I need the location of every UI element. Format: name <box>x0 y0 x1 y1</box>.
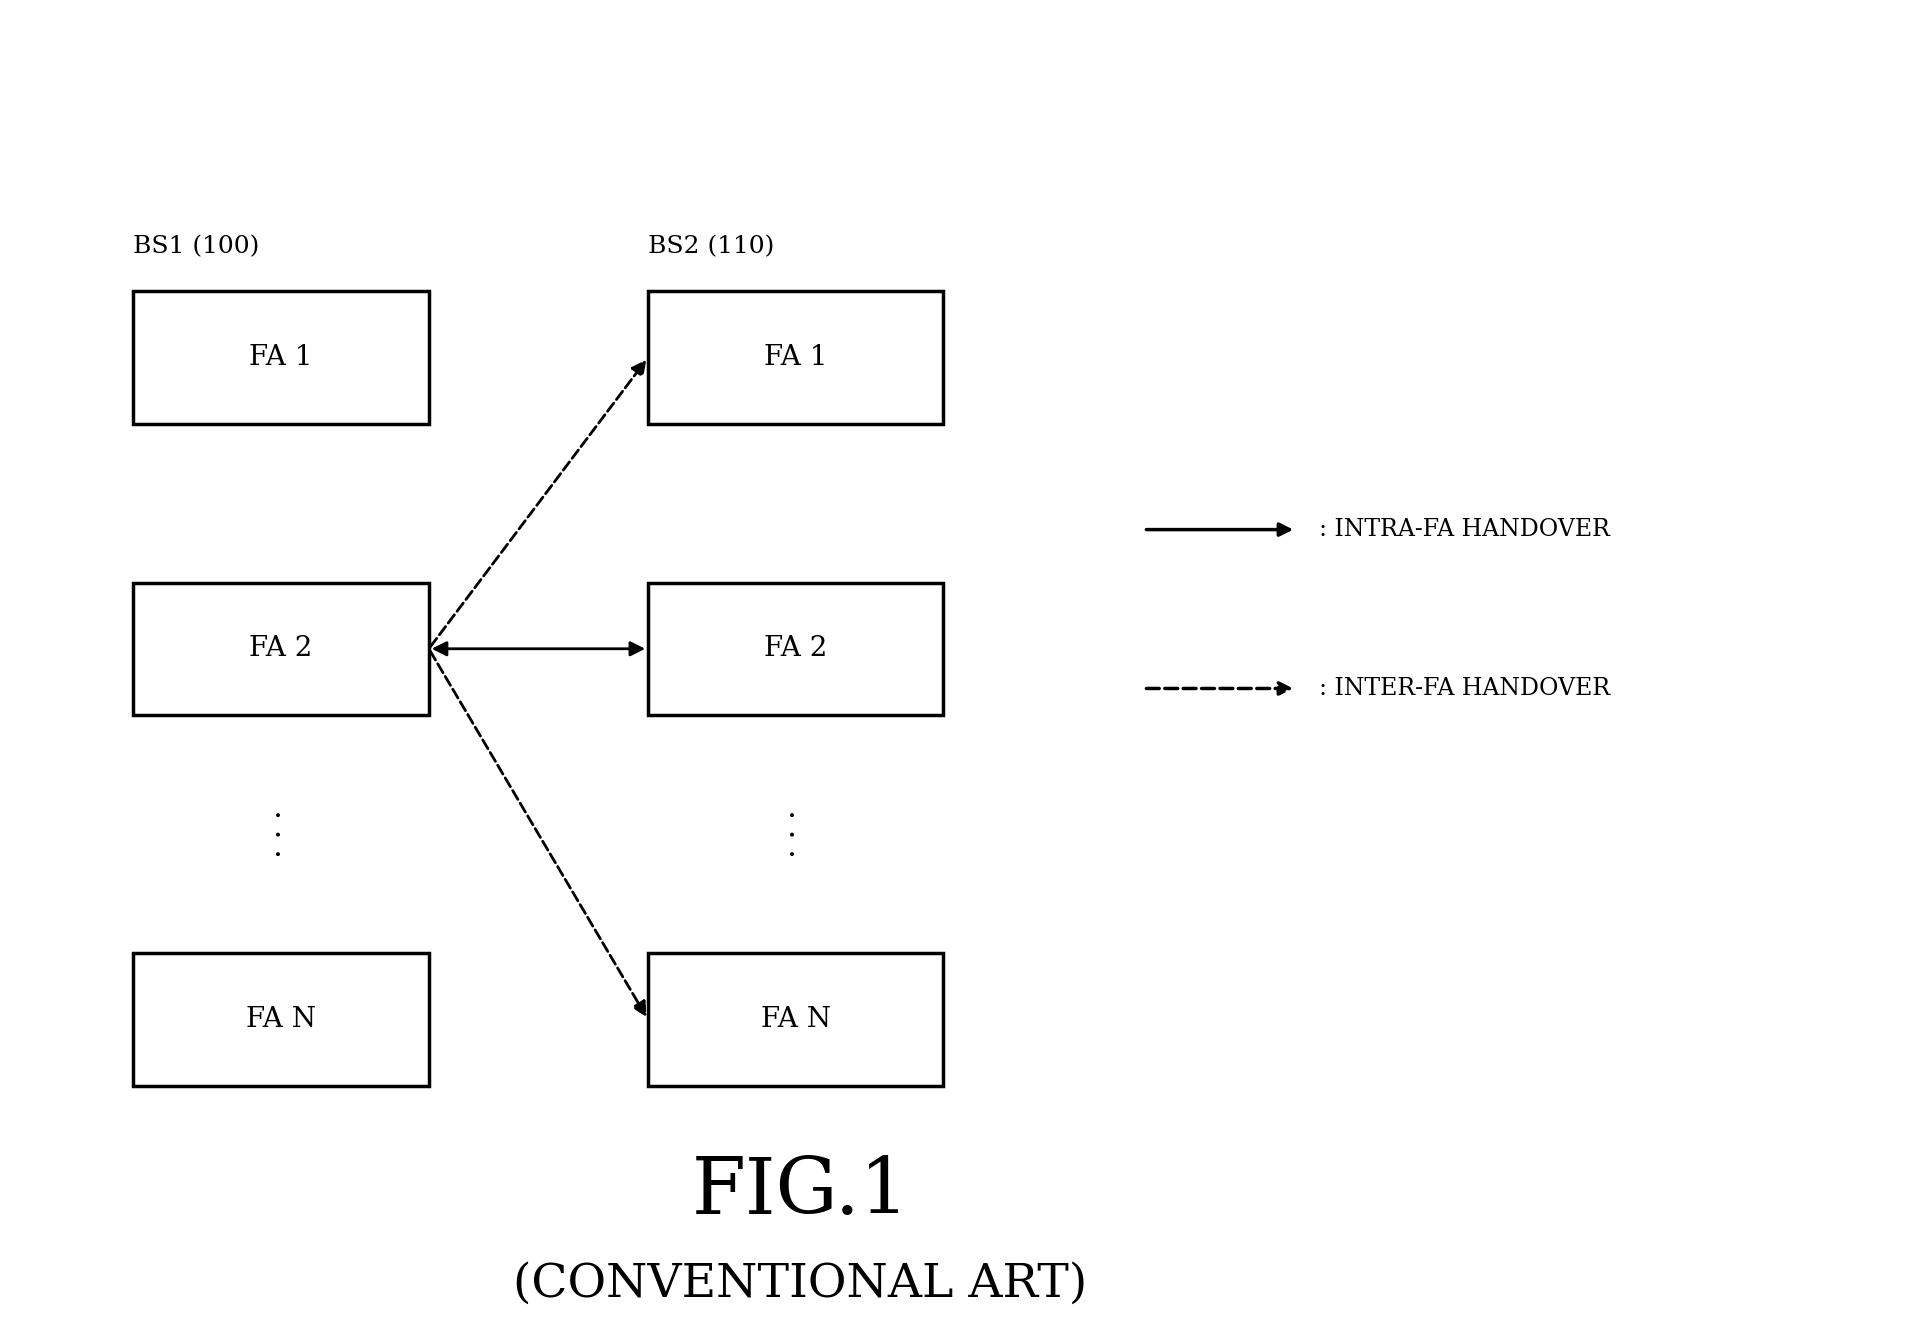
Text: : INTER-FA HANDOVER: : INTER-FA HANDOVER <box>1318 677 1610 700</box>
Text: BS1 (100): BS1 (100) <box>133 236 259 258</box>
Text: : INTRA-FA HANDOVER: : INTRA-FA HANDOVER <box>1318 518 1610 542</box>
Text: FA N: FA N <box>246 1006 316 1033</box>
FancyBboxPatch shape <box>648 953 943 1086</box>
FancyBboxPatch shape <box>133 291 429 424</box>
Text: FIG.1: FIG.1 <box>692 1153 909 1230</box>
FancyBboxPatch shape <box>648 291 943 424</box>
Text: FA 2: FA 2 <box>250 636 312 662</box>
FancyBboxPatch shape <box>133 583 429 715</box>
Text: BS2 (110): BS2 (110) <box>648 236 773 258</box>
Text: FA 2: FA 2 <box>764 636 827 662</box>
Text: (CONVENTIONAL ART): (CONVENTIONAL ART) <box>512 1262 1088 1307</box>
Text: · · ·: · · · <box>265 810 297 858</box>
Text: FA N: FA N <box>760 1006 831 1033</box>
Text: · · ·: · · · <box>779 810 812 858</box>
Text: FA 1: FA 1 <box>764 344 827 371</box>
FancyBboxPatch shape <box>133 953 429 1086</box>
FancyBboxPatch shape <box>648 583 943 715</box>
Text: FA 1: FA 1 <box>250 344 312 371</box>
